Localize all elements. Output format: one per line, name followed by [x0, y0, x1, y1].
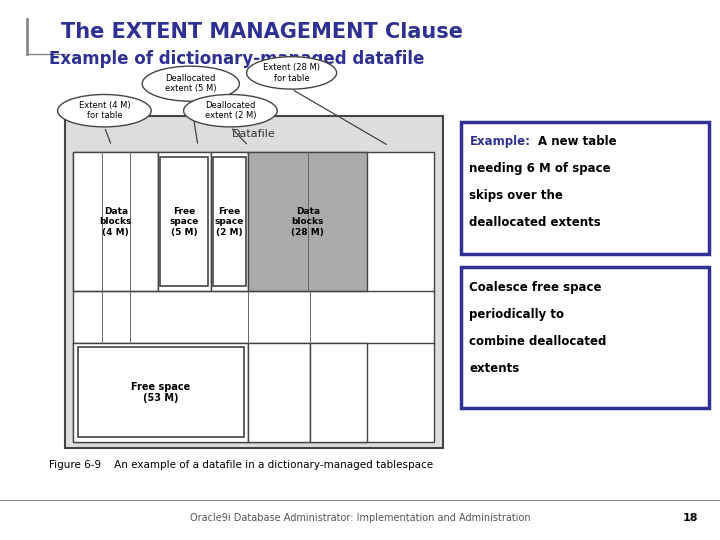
Ellipse shape: [143, 66, 239, 102]
Text: A new table: A new table: [538, 135, 616, 148]
Text: Example:: Example:: [469, 135, 531, 148]
Text: Coalesce free space: Coalesce free space: [469, 281, 602, 294]
Bar: [248, 152, 367, 291]
Bar: [73, 343, 248, 442]
Bar: [158, 152, 210, 291]
Bar: [461, 122, 709, 254]
Text: Free
space
(2 M): Free space (2 M): [215, 207, 244, 237]
Bar: [65, 116, 443, 448]
Bar: [73, 152, 158, 291]
Text: The EXTENT MANAGEMENT Clause: The EXTENT MANAGEMENT Clause: [61, 22, 463, 43]
Ellipse shape: [246, 57, 337, 89]
Text: Datafile: Datafile: [232, 129, 276, 139]
Text: periodically to: periodically to: [469, 308, 564, 321]
Bar: [73, 152, 434, 442]
Text: Free space
(53 M): Free space (53 M): [131, 382, 191, 403]
Text: skips over the: skips over the: [469, 189, 563, 202]
Bar: [310, 343, 367, 442]
Text: Example of dictionary-managed datafile: Example of dictionary-managed datafile: [49, 50, 424, 69]
Text: 18: 18: [683, 514, 698, 523]
Text: Figure 6-9    An example of a datafile in a dictionary-managed tablespace: Figure 6-9 An example of a datafile in a…: [49, 461, 433, 470]
Bar: [212, 157, 246, 286]
Bar: [78, 347, 244, 437]
Bar: [461, 267, 709, 408]
Bar: [248, 343, 310, 442]
Bar: [161, 157, 208, 286]
Text: Free
space
(5 M): Free space (5 M): [170, 207, 199, 237]
Bar: [210, 152, 248, 291]
Text: Data
blocks
(28 M): Data blocks (28 M): [292, 207, 324, 237]
Text: combine deallocated: combine deallocated: [469, 335, 607, 348]
Text: Oracle9i Database Administrator: Implementation and Administration: Oracle9i Database Administrator: Impleme…: [189, 514, 531, 523]
Ellipse shape: [58, 94, 151, 127]
Text: needing 6 M of space: needing 6 M of space: [469, 162, 611, 175]
Text: Data
blocks
(4 M): Data blocks (4 M): [99, 207, 132, 237]
Text: Extent (4 M)
for table: Extent (4 M) for table: [78, 101, 130, 120]
Text: Extent (28 M)
for table: Extent (28 M) for table: [263, 63, 320, 83]
Text: deallocated extents: deallocated extents: [469, 216, 601, 229]
Text: Deallocated
extent (2 M): Deallocated extent (2 M): [204, 101, 256, 120]
Text: Deallocated
extent (5 M): Deallocated extent (5 M): [165, 74, 217, 93]
Ellipse shape: [184, 94, 277, 127]
Text: extents: extents: [469, 362, 520, 375]
